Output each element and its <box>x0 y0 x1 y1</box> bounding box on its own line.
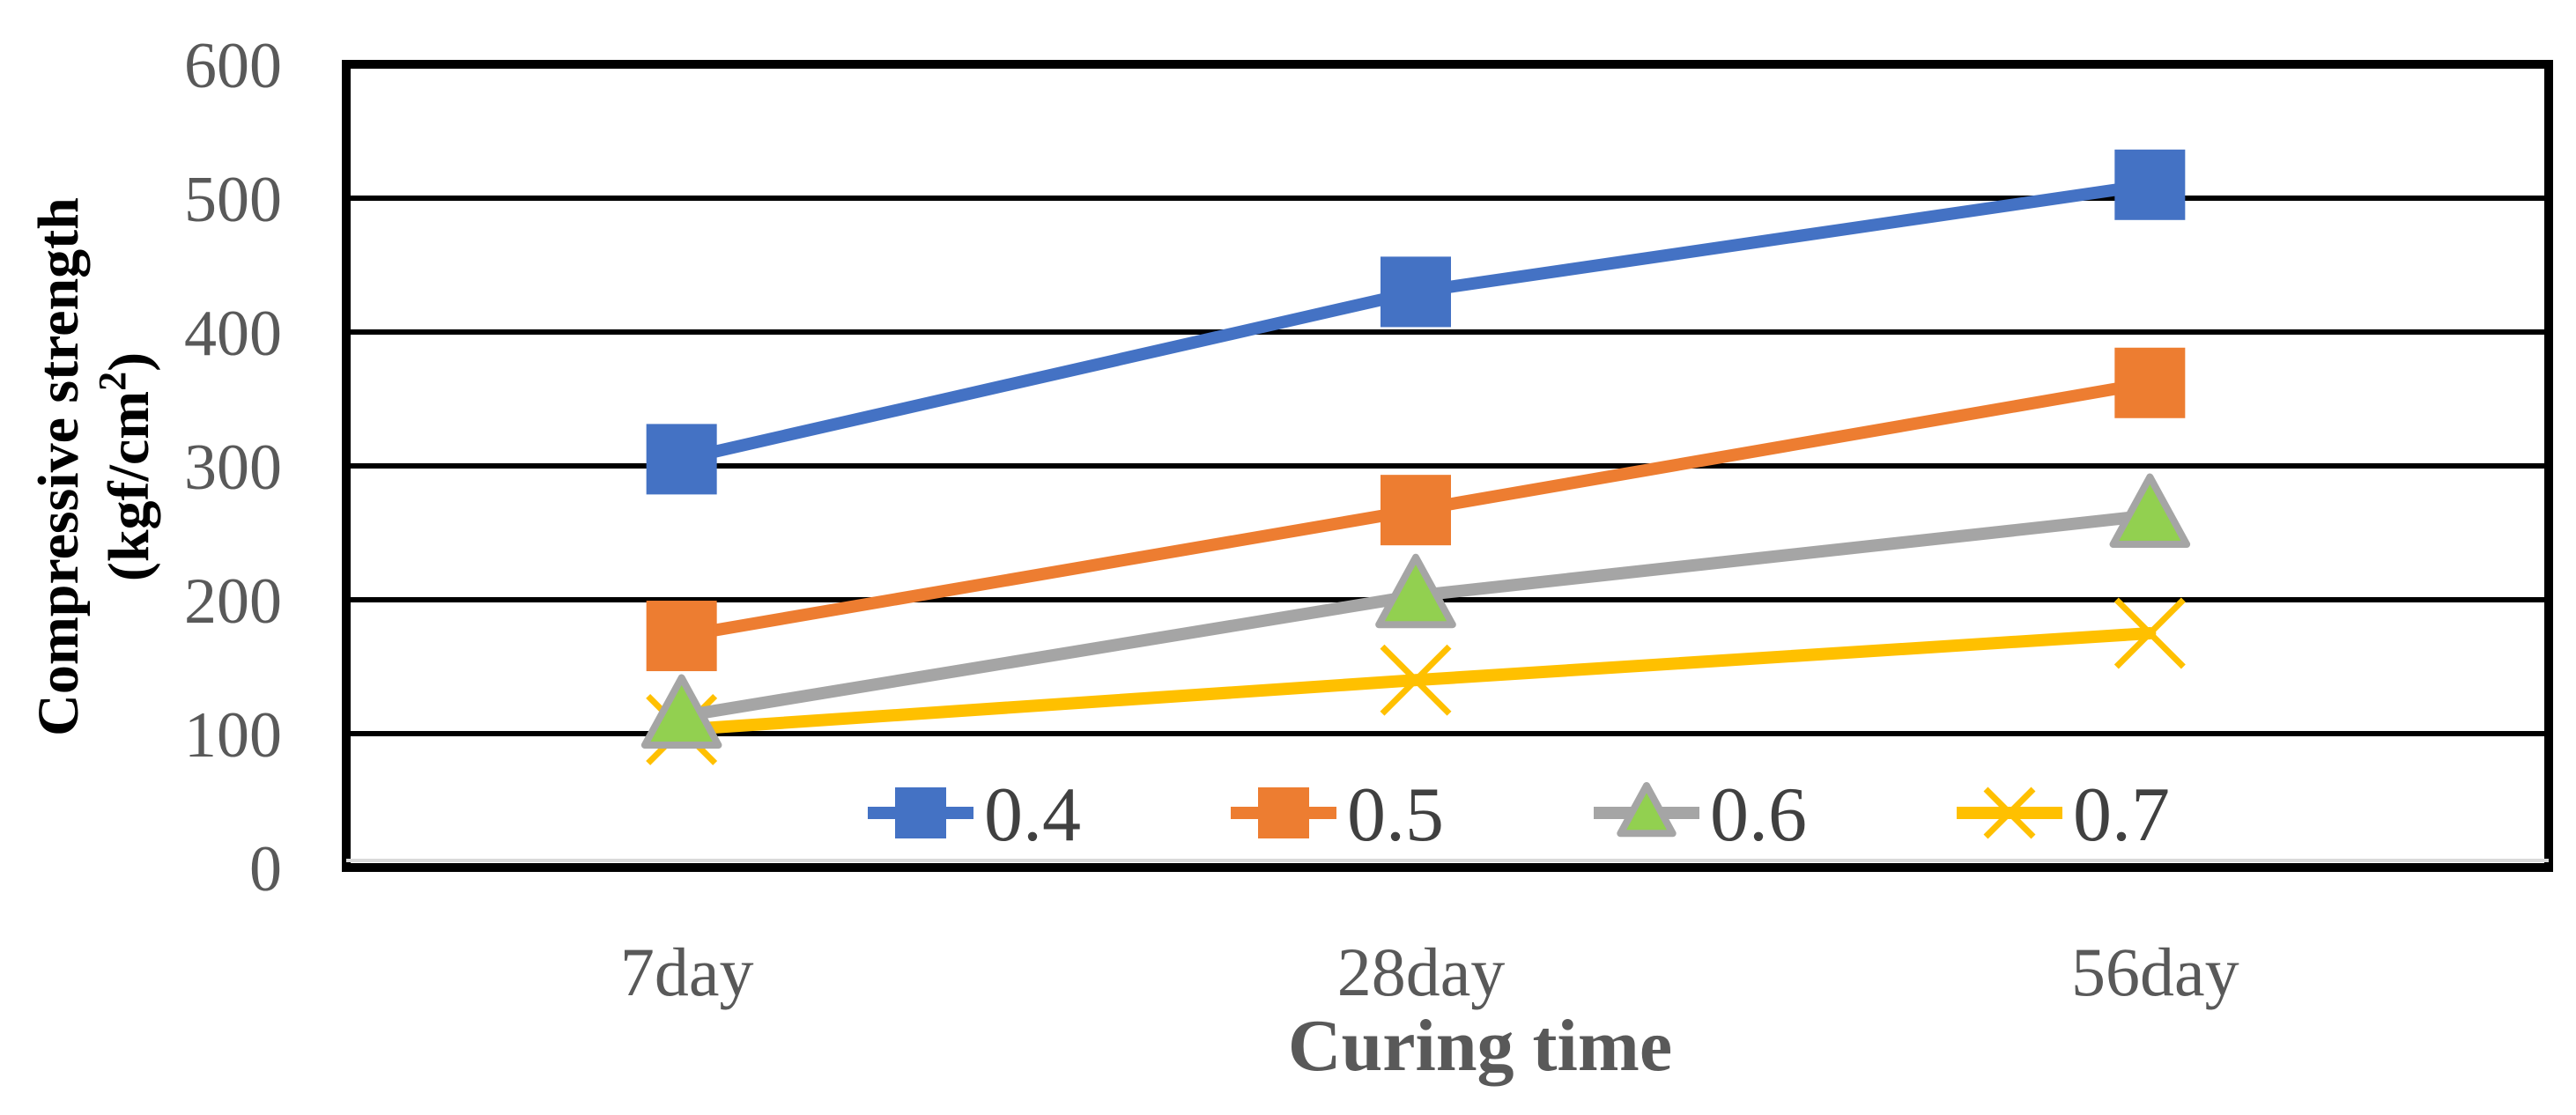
plot-frame <box>342 60 2553 872</box>
series-0.6 <box>640 473 2191 749</box>
legend-label-0.4: 0.4 <box>984 772 1081 858</box>
y-axis-title-unit: (kgf/cm <box>97 391 161 581</box>
y-tick-label-400: 400 <box>184 298 282 370</box>
legend-item-0.5: 0.5 <box>1231 772 1444 858</box>
y-axis-title-close-paren: ) <box>97 352 161 372</box>
y-axis-ticks: 0 100 200 300 400 500 600 <box>184 30 282 905</box>
x-category-label-0: 7day <box>620 934 754 1010</box>
plot-border <box>342 60 2553 872</box>
data-point-0.7-56day <box>2113 597 2186 669</box>
y-axis-title-line2: (kgf/cm2) <box>91 352 161 581</box>
legend-item-0.4: 0.4 <box>868 772 1081 858</box>
y-axis-title-superscript: 2 <box>91 372 134 391</box>
data-point-0.5-56day <box>2114 347 2186 418</box>
data-point-0.6-28day <box>1375 553 1456 629</box>
legend-item-0.7: 0.7 <box>1957 772 2170 858</box>
legend-marker-0.7-stroke-b <box>1983 786 2036 839</box>
y-tick-label-100: 100 <box>184 699 282 772</box>
legend-marker-0.5 <box>1258 787 1309 838</box>
legend-label-0.7: 0.7 <box>2073 772 2170 858</box>
y-tick-label-500: 500 <box>184 164 282 236</box>
series-0.5 <box>646 347 2186 672</box>
data-point-0.7-28day-stroke-b <box>1380 644 1452 716</box>
y-tick-label-300: 300 <box>184 432 282 504</box>
data-point-0.4-56day <box>2114 149 2186 220</box>
x-axis-categories: 7day 28day 56day <box>620 934 2239 1010</box>
series-0.4 <box>646 149 2186 495</box>
legend-marker-0.6 <box>1617 781 1677 838</box>
y-tick-label-600: 600 <box>184 30 282 102</box>
series-lines <box>640 149 2191 765</box>
data-point-0.5-28day <box>1381 475 1451 546</box>
x-axis-title: Curing time <box>1288 1005 1672 1087</box>
y-axis-title-line1: Compressive strength <box>26 197 91 736</box>
x-category-label-2: 56day <box>2071 934 2239 1010</box>
y-tick-label-0: 0 <box>249 833 282 905</box>
legend-marker-0.4 <box>895 787 946 838</box>
data-point-0.4-28day <box>1381 256 1451 328</box>
data-point-0.7-28day <box>1380 644 1452 716</box>
legend-item-0.6: 0.6 <box>1594 772 1807 858</box>
data-point-0.6-56day <box>2109 473 2191 549</box>
legend-label-0.6: 0.6 <box>1710 772 1807 858</box>
data-point-0.5-7day <box>646 601 717 672</box>
legend: 0.4 0.5 0.6 0.7 <box>868 772 2170 858</box>
x-category-label-1: 28day <box>1337 934 1506 1010</box>
data-point-0.6-7day <box>640 674 722 749</box>
data-point-0.7-56day-stroke-b <box>2113 597 2186 669</box>
legend-label-0.5: 0.5 <box>1347 772 1444 858</box>
legend-marker-0.7 <box>1983 786 2036 839</box>
y-tick-label-200: 200 <box>184 565 282 638</box>
data-point-0.4-7day <box>646 424 717 495</box>
